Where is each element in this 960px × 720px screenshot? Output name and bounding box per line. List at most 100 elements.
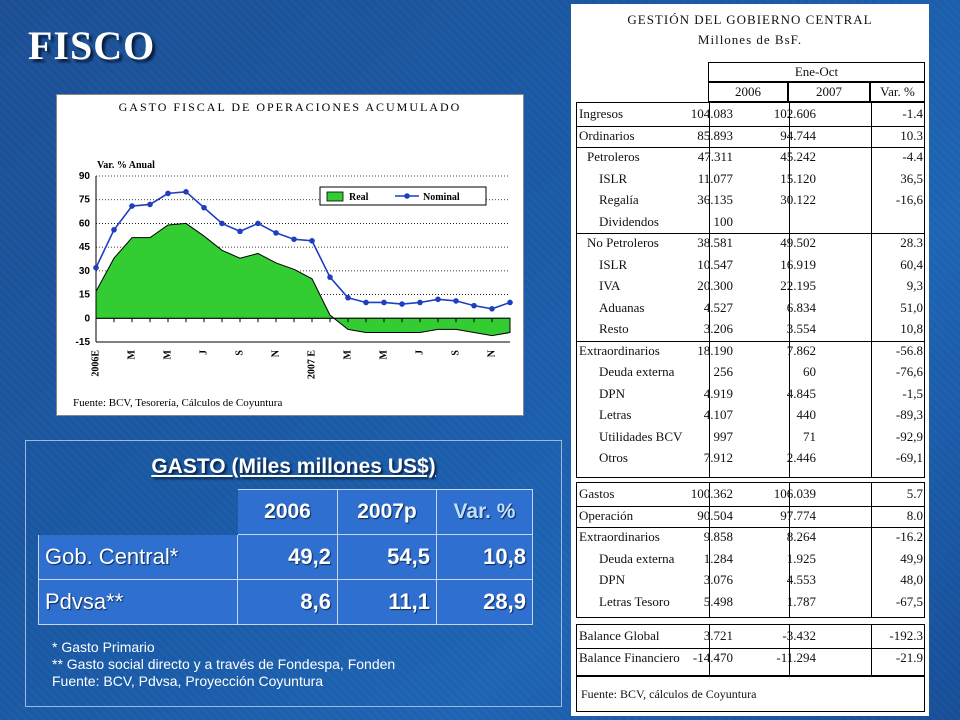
table-row: Balance Financiero -14.470 -11.294 -21.9 xyxy=(571,648,929,667)
y-tick-label: -15 xyxy=(76,337,91,348)
cell-2006: 4.527 xyxy=(703,299,733,315)
fiscal-col-var: Var. % xyxy=(870,82,925,102)
fiscal-source-box: Fuente: BCV, cálculos de Coyuntura xyxy=(576,676,925,712)
nominal-point xyxy=(219,220,225,227)
cell-2006: 256 xyxy=(713,364,734,379)
table-row: Letras Tesoro 5.498 1.787 -67,5 xyxy=(571,592,929,611)
table-row: Gob. Central* 49,2 54,5 10,8 xyxy=(38,534,533,580)
cell-2006: 997 xyxy=(713,428,734,444)
gasto-cell-var: 10,8 xyxy=(436,534,533,580)
nominal-point xyxy=(147,201,153,208)
column-divider xyxy=(789,625,790,675)
cell-2007: 4.553 xyxy=(786,572,816,587)
cell-var: -1,5 xyxy=(902,385,923,401)
row-label: ISLR xyxy=(599,256,628,272)
table-row: Ingresos 104.083 102.606 -1.4 xyxy=(571,104,929,123)
cell-2006: 1.284 xyxy=(703,550,733,566)
series-nominal-line xyxy=(95,190,511,310)
row-label: Regalía xyxy=(599,192,639,207)
table-row: ISLR 10.547 16.919 60,4 xyxy=(571,255,929,274)
cell-2006: 3.206 xyxy=(703,321,733,336)
cell-2006: 11.077 xyxy=(697,170,733,186)
y-tick-label: 75 xyxy=(79,195,91,206)
nominal-point xyxy=(273,230,279,236)
row-label: Extraordinarios xyxy=(579,529,660,544)
nominal-point xyxy=(417,299,423,306)
x-tick-label: S xyxy=(234,350,245,356)
cell-var: 10,8 xyxy=(900,321,923,336)
row-label: Ingresos xyxy=(579,106,624,121)
row-divider xyxy=(577,340,924,342)
row-label: IVA xyxy=(599,278,621,293)
cell-var: 5.7 xyxy=(906,486,923,501)
table-row: No Petroleros 38.581 49.502 28.3 xyxy=(571,233,929,252)
row-divider xyxy=(577,505,924,507)
y-tick-label: 45 xyxy=(79,242,91,253)
table-row: Dividendos 100 xyxy=(571,212,929,231)
cell-2006: 3.721 xyxy=(703,628,733,643)
cell-2006: 38.581 xyxy=(697,235,733,250)
cell-2007: 45.242 xyxy=(780,149,816,164)
cell-var: -56.8 xyxy=(895,342,923,358)
x-tick-label: J xyxy=(414,350,425,355)
x-tick-label: S xyxy=(450,350,461,356)
nominal-point xyxy=(129,203,135,209)
cell-var: 9,3 xyxy=(906,278,923,293)
table-row: Gastos 100.362 106.039 5.7 xyxy=(571,484,929,503)
column-divider xyxy=(871,103,872,477)
cell-var: 36,5 xyxy=(900,170,923,186)
cell-2007: 102.606 xyxy=(773,106,816,121)
cell-2006: -14.470 xyxy=(692,649,733,665)
nominal-point xyxy=(453,298,459,304)
y-tick-label: 60 xyxy=(79,218,91,229)
cell-2007: 4.845 xyxy=(786,385,816,401)
legend-real-swatch xyxy=(326,191,344,202)
cell-2006: 90.504 xyxy=(697,507,733,523)
chart-source: Fuente: BCV, Tesorería, Cálculos de Coyu… xyxy=(73,397,282,409)
table-row: Balance Global 3.721 -3.432 -192.3 xyxy=(571,626,929,645)
balance-section-box xyxy=(576,624,925,676)
nominal-point xyxy=(201,204,207,211)
table-row: Pdvsa** 8,6 11,1 28,9 xyxy=(38,579,533,625)
nominal-point xyxy=(165,190,171,197)
column-divider xyxy=(789,483,790,617)
table-row: DPN 3.076 4.553 48,0 xyxy=(571,570,929,589)
nominal-point xyxy=(291,236,297,243)
cell-var: -1.4 xyxy=(902,106,923,121)
cell-2007: 1.925 xyxy=(786,550,816,566)
cell-var: -16,6 xyxy=(895,192,923,207)
cell-2006: 10.547 xyxy=(697,256,733,272)
cell-2007: 22.195 xyxy=(780,278,816,293)
row-divider xyxy=(577,527,924,528)
x-tick-label: N xyxy=(486,349,497,357)
x-tick-label: J xyxy=(198,350,209,355)
table-row: Extraordinarios 18.190 7.862 -56.8 xyxy=(571,341,929,360)
row-label: No Petroleros xyxy=(587,235,659,250)
cell-2006: 47.311 xyxy=(697,149,733,164)
note-line: ** Gasto social directo y a través de Fo… xyxy=(52,656,396,672)
table-row: Ordinarios 85.893 94.744 10.3 xyxy=(571,126,929,145)
row-label: Operación xyxy=(579,507,634,523)
chart-panel: GASTO FISCAL DE OPERACIONES ACUMULADO Var… xyxy=(56,94,524,416)
cell-2007: 3.554 xyxy=(786,321,816,336)
nominal-point xyxy=(237,228,243,235)
x-tick-label: 2007 E xyxy=(306,350,317,380)
x-tick-label: M xyxy=(162,349,173,359)
row-label: Ordinarios xyxy=(579,127,635,143)
cell-var: -16.2 xyxy=(895,529,923,544)
cell-2007: -11.294 xyxy=(776,649,816,665)
cell-2006: 100 xyxy=(713,213,734,229)
cell-var: -92,9 xyxy=(895,428,923,444)
gasto-cell-2006: 49,2 xyxy=(237,534,338,580)
nominal-point xyxy=(489,306,495,312)
row-divider xyxy=(577,125,924,127)
x-tick-label: 2006E xyxy=(90,350,101,377)
cell-2006: 4.919 xyxy=(703,385,733,401)
y-tick-label: 90 xyxy=(79,171,91,182)
nominal-point xyxy=(309,238,315,244)
gasto-title: GASTO (Miles millones US$) xyxy=(151,455,436,478)
gasto-header-var: Var. % xyxy=(436,489,533,535)
table-row: IVA 20.300 22.195 9,3 xyxy=(571,276,929,295)
cell-2006: 104.083 xyxy=(690,106,733,121)
cell-2007: 1.787 xyxy=(786,593,816,609)
